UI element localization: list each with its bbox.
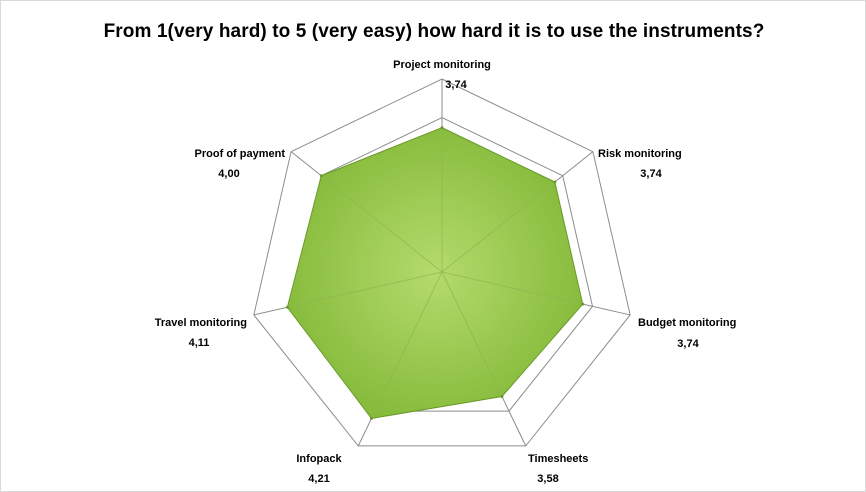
- value-label-4: 4,21: [308, 473, 329, 485]
- value-label-6: 4,00: [218, 168, 239, 180]
- series-spoke-5: [287, 271, 443, 308]
- series-spoke-3: [441, 271, 503, 397]
- value-label-2: 3,74: [677, 338, 699, 350]
- value-label-3: 3,58: [537, 473, 558, 485]
- radar-labels: Project monitoring 3,74 Risk monitoring 3,7…: [155, 59, 737, 485]
- category-label-3: Timesheets: [528, 453, 588, 465]
- data-point-3: [500, 395, 504, 399]
- value-label-5: 4,11: [189, 337, 210, 349]
- grid-ring-5: [253, 78, 631, 447]
- series-spoke-6: [320, 175, 443, 273]
- category-label-1: Risk monitoring: [598, 148, 682, 160]
- series-spoke-2: [441, 271, 583, 305]
- category-label-4: Infopack: [296, 453, 342, 465]
- category-label-6: Proof of payment: [195, 148, 286, 160]
- data-point-4: [369, 416, 373, 420]
- data-point-6: [319, 174, 323, 178]
- data-point-1: [553, 180, 557, 184]
- data-point-2: [581, 302, 585, 306]
- data-point-0: [440, 126, 444, 130]
- value-label-1: 3,74: [640, 168, 662, 180]
- series-area: [286, 127, 584, 419]
- radar-series: [285, 126, 585, 420]
- series-spoke-4: [371, 271, 443, 419]
- category-label-0: Project monitoring: [393, 59, 491, 71]
- value-label-0: 3,74: [445, 79, 467, 91]
- data-point-5: [285, 305, 289, 309]
- category-label-2: Budget monitoring: [638, 317, 736, 329]
- category-label-5: Travel monitoring: [155, 317, 247, 329]
- series-spoke-1: [441, 181, 556, 273]
- chart-title: From 1(very hard) to 5 (very easy) how h…: [103, 21, 765, 42]
